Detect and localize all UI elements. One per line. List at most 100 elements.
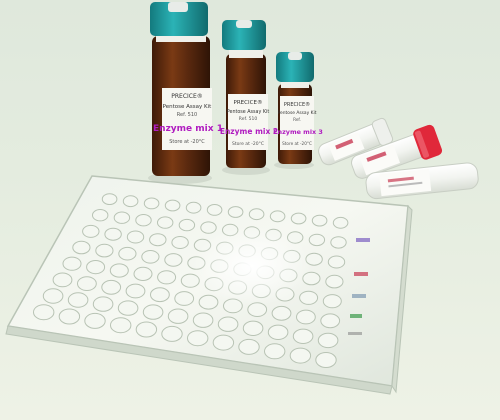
plate-well (164, 253, 183, 267)
plate-well (198, 294, 219, 310)
plate-well (52, 272, 73, 288)
medium-vial-brand: PRECICE® (234, 99, 263, 106)
plate-well (292, 328, 314, 344)
large-vial-label (162, 88, 212, 150)
plate-well (248, 208, 265, 221)
plate-well (315, 352, 337, 368)
medium-vial-line2: Pentose Assay Kit (227, 109, 270, 115)
plate-well (149, 233, 167, 247)
plate-well (67, 292, 89, 308)
medium-vial-product: Enzyme mix 2 (220, 127, 278, 136)
plate-well (269, 210, 286, 223)
plate-well (227, 206, 244, 218)
medium-vial: PRECICE® Pentose Assay Kit Ref. 510 Enzy… (220, 20, 278, 168)
tube-1-label-mark (335, 138, 354, 150)
plate-row-mark (356, 238, 370, 242)
plate-well (92, 296, 114, 312)
plate-row-mark (350, 314, 362, 318)
plate-well (135, 321, 158, 338)
plate-well (150, 287, 170, 303)
plate-well (296, 309, 316, 325)
plate-well (242, 320, 264, 336)
tube-2-cap-highlight (414, 130, 430, 158)
medium-vial-line5: Store at -20°C (232, 141, 264, 147)
small-vial-line5: Store at -20°C (282, 141, 312, 146)
plate-well (101, 279, 122, 295)
plate-well (133, 266, 153, 281)
small-vial-product: Enzyme mix 3 (273, 128, 323, 136)
small-vial-cap-insert (288, 52, 302, 60)
plate-well (157, 216, 174, 229)
plate-side-edge (391, 204, 413, 394)
medium-vial-line3: Ref. 510 (239, 116, 258, 122)
plate-well (142, 304, 164, 320)
plate-well (161, 325, 183, 342)
small-vial-cap (276, 52, 314, 82)
medium-vial-cap-insert (236, 20, 252, 28)
medium-vial-cap (222, 20, 266, 50)
plate-well (206, 204, 223, 216)
large-vial-cap (150, 2, 208, 36)
plate-well (308, 233, 326, 247)
plate-well (311, 214, 328, 227)
plate-well (332, 216, 349, 229)
plate-well (117, 300, 139, 316)
plate-well (110, 317, 132, 334)
plate-row-mark (354, 272, 368, 276)
plate-well (82, 224, 100, 238)
plate-well (187, 330, 209, 347)
plate-well (322, 294, 342, 309)
medium-vial-label (228, 94, 268, 150)
plate-row-mark (352, 294, 366, 298)
plate-well (185, 201, 202, 214)
plate-well (95, 243, 114, 258)
plate-well (289, 347, 312, 364)
tube-2 (351, 124, 443, 179)
tube-3-label-line (388, 181, 423, 188)
plate-well (122, 195, 139, 208)
plate-well (325, 274, 344, 289)
plate-well (84, 312, 106, 329)
plate-well (200, 221, 217, 234)
plate-well (271, 305, 292, 321)
plate-well (174, 291, 195, 306)
plate-well (104, 227, 122, 241)
large-vial-brand: PRECICE® (171, 93, 203, 100)
large-vial-product: Enzyme mix 1 (153, 124, 223, 134)
tube-2-label-mark (366, 151, 387, 162)
large-vial-line2: Pentose Assay Kit (163, 104, 213, 110)
plate-well (101, 193, 118, 206)
tube-1 (318, 117, 394, 166)
plate-well (62, 256, 82, 271)
tube-3-label-mark (387, 176, 414, 183)
plate-well (125, 283, 146, 299)
plate-well (58, 308, 81, 325)
plate-well (330, 236, 347, 249)
plate-well (264, 343, 286, 360)
plate-well (126, 230, 145, 244)
small-vial-line3: Ref. (293, 117, 301, 122)
plate-front-edge (5, 325, 393, 395)
large-vial: PRECICE® Pentose Assay Kit Ref. 510 Enzy… (150, 2, 223, 176)
plate-well (143, 197, 160, 210)
plate-well (164, 199, 181, 212)
small-vial-label (280, 96, 314, 150)
plate-well (141, 249, 160, 264)
plate-well (320, 313, 341, 329)
plate-well (167, 308, 189, 324)
plate-well (317, 332, 339, 349)
tube-3 (365, 162, 479, 200)
plate-well (192, 312, 214, 328)
plate-well (72, 240, 91, 255)
tube-3-label (379, 169, 432, 197)
plate-well (77, 276, 97, 292)
plate-well (299, 290, 319, 305)
large-vial-line3: Ref. 510 (177, 112, 197, 118)
tube-2-label (359, 144, 401, 176)
plate-well (33, 304, 55, 321)
plate-well (290, 212, 307, 225)
plate-well (217, 316, 239, 332)
large-vial-cap-insert (168, 2, 188, 12)
